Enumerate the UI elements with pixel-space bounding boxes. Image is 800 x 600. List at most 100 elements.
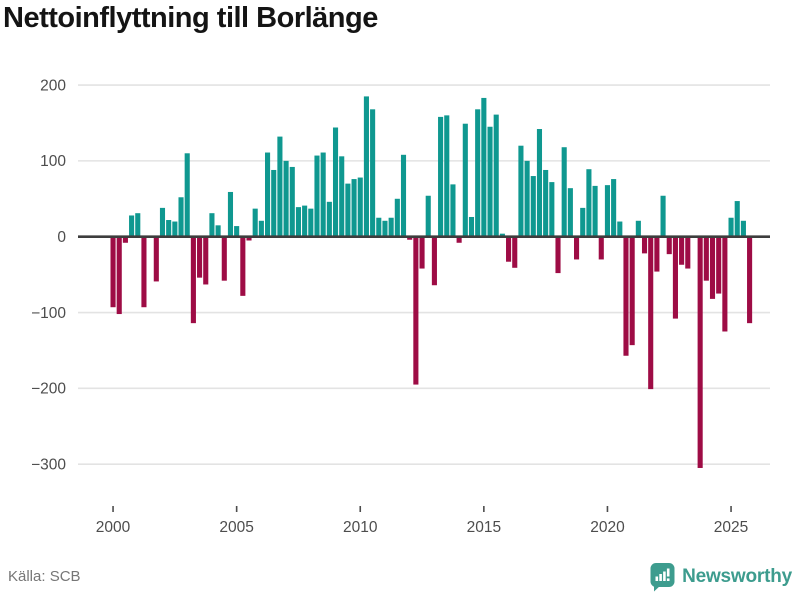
x-axis-tick-label: 2020	[590, 519, 625, 536]
bar-2000Q3	[122, 236, 128, 243]
bar-2008Q2	[314, 155, 320, 237]
y-axis-tick-label: 0	[57, 229, 66, 246]
bar-2017Q4	[549, 182, 555, 237]
bar-2024Q4	[722, 236, 728, 332]
bar-2017Q3	[543, 169, 549, 237]
bar-2021Q2	[635, 220, 641, 237]
y-axis-tick-label: 200	[40, 77, 66, 94]
bar-2009Q2	[339, 156, 345, 237]
bar-2011Q2	[388, 217, 394, 237]
bar-2025Q2	[734, 201, 740, 237]
newsworthy-chart-bubble-icon	[650, 563, 675, 592]
bar-2006Q2	[265, 152, 271, 237]
bar-2013Q2	[438, 116, 444, 237]
bar-2007Q1	[283, 160, 289, 237]
bar-2009Q4	[351, 179, 357, 237]
bar-2000Q4	[129, 215, 135, 237]
bar-2013Q1	[431, 236, 437, 286]
bar-2009Q3	[345, 183, 351, 237]
bar-2001Q4	[153, 236, 159, 282]
bar-2001Q1	[135, 213, 141, 237]
bar-2022Q1	[654, 236, 660, 272]
bar-2004Q2	[215, 225, 221, 237]
bar-2018Q3	[567, 188, 573, 237]
y-axis-tick-label: −100	[31, 305, 66, 322]
bar-2009Q1	[332, 127, 339, 237]
bar-2014Q3	[468, 216, 475, 237]
bar-2019Q2	[586, 169, 592, 237]
bar-2015Q1	[481, 97, 487, 237]
bar-2015Q3	[493, 114, 499, 237]
bar-2000Q2	[116, 236, 122, 315]
bar-2004Q3	[221, 236, 227, 281]
bar-2007Q3	[295, 207, 301, 237]
bar-2002Q3	[172, 221, 178, 237]
bar-2020Q4	[623, 236, 629, 356]
bar-2012Q1	[407, 236, 413, 240]
bar-2006Q1	[258, 220, 264, 237]
bar-2016Q3	[518, 145, 524, 237]
bar-2013Q4	[450, 184, 456, 237]
x-axis-tick-label: 2005	[219, 519, 253, 536]
bar-2017Q2	[536, 129, 543, 237]
bar-2025Q4	[747, 236, 753, 324]
bar-2010Q4	[376, 217, 382, 237]
bar-2016Q1	[506, 236, 512, 262]
bar-2010Q3	[370, 109, 376, 237]
bar-2007Q4	[302, 205, 308, 237]
source-label: Källa: SCB	[8, 568, 81, 585]
bar-2005Q4	[252, 208, 258, 237]
bar-2000Q1	[110, 236, 116, 308]
bar-2010Q1	[357, 177, 363, 237]
bar-2002Q4	[178, 197, 184, 237]
bar-2023Q1	[679, 236, 685, 265]
bar-2019Q3	[592, 185, 598, 237]
bar-2022Q2	[660, 195, 666, 237]
bar-2005Q2	[240, 236, 246, 296]
x-axis-tick-label: 2000	[96, 519, 131, 536]
bar-2006Q4	[277, 136, 283, 237]
bar-2014Q4	[475, 109, 481, 237]
bar-2020Q3	[617, 221, 623, 237]
bar-2008Q4	[326, 201, 332, 237]
bar-2012Q2	[413, 236, 419, 385]
bar-2005Q3	[246, 236, 252, 241]
newsworthy-logo: Newsworthy	[650, 562, 792, 592]
bar-2021Q4	[648, 236, 654, 390]
x-axis-tick-label: 2015	[467, 519, 501, 536]
bar-2015Q2	[487, 126, 493, 237]
bar-2003Q2	[190, 236, 196, 324]
bar-2020Q1	[604, 185, 610, 237]
bar-2022Q3	[666, 236, 672, 255]
bar-2012Q4	[425, 195, 431, 237]
bar-2014Q2	[462, 123, 468, 237]
bar-2011Q3	[394, 198, 400, 237]
bar-2008Q1	[308, 208, 314, 237]
bar-2021Q3	[641, 236, 648, 254]
bar-2024Q2	[709, 236, 716, 299]
newsworthy-wordmark: Newsworthy	[682, 566, 792, 587]
bar-2018Q2	[561, 147, 567, 237]
bar-2022Q4	[672, 236, 678, 319]
bar-2020Q2	[611, 179, 617, 237]
bar-2002Q2	[166, 220, 172, 237]
bar-2017Q1	[530, 176, 536, 237]
bar-2008Q3	[320, 152, 326, 237]
bar-2016Q2	[512, 236, 518, 268]
chart-title: Nettoinflyttning till Borlänge	[3, 2, 378, 34]
bar-2023Q2	[685, 236, 691, 269]
bar-2004Q1	[209, 213, 215, 237]
bar-2012Q3	[419, 236, 425, 269]
bar-2019Q1	[580, 207, 586, 237]
bar-2003Q1	[184, 153, 190, 237]
bar-2007Q2	[289, 166, 295, 237]
bar-2015Q4	[499, 233, 505, 237]
x-axis-tick-label: 2025	[714, 519, 748, 536]
bar-2011Q1	[382, 220, 388, 237]
bar-2006Q3	[271, 169, 277, 237]
bar-2001Q2	[141, 236, 147, 308]
y-axis-tick-label: −300	[31, 456, 66, 473]
bar-2025Q1	[728, 217, 734, 237]
